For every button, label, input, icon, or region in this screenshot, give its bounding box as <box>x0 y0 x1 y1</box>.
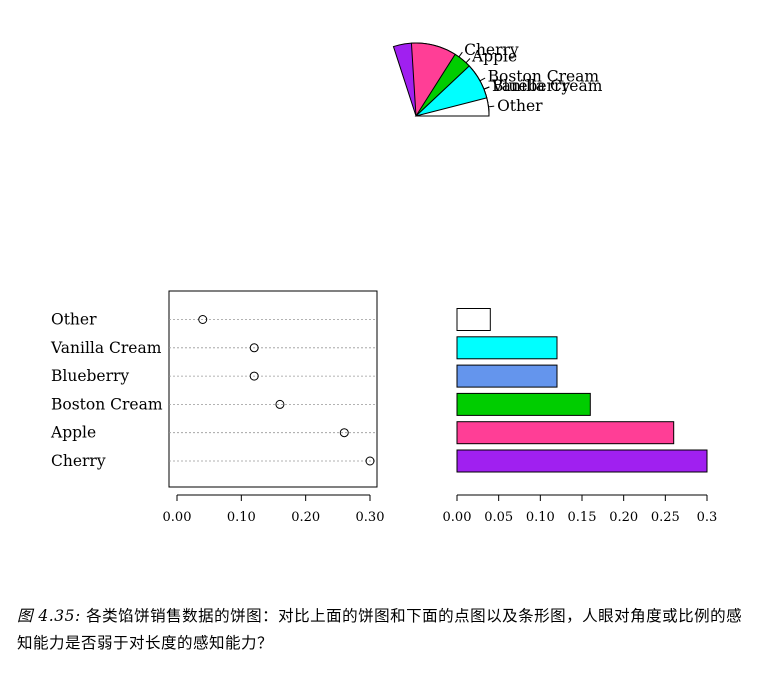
bar-boston-cream <box>456 392 591 416</box>
dot-x-tick-label: 0.30 <box>356 510 385 525</box>
dot-category-label-vanilla-cream: Vanilla Cream <box>50 339 162 357</box>
pie-label-cherry: Cherry <box>464 41 519 59</box>
pie-label-blueberry: Blueberry <box>492 77 570 95</box>
bar-x-tick-label: 0.00 <box>443 510 472 525</box>
bar-blueberry <box>456 364 558 388</box>
dot-category-label-apple: Apple <box>50 424 96 442</box>
dot-point-other <box>198 315 208 324</box>
bar-apple <box>456 421 675 445</box>
dot-point-cherry <box>365 456 375 466</box>
bar-x-tick-label: 0.20 <box>609 510 638 525</box>
dot-point-apple <box>339 428 349 438</box>
pie-leader-other <box>488 105 495 108</box>
dot-point-boston-cream <box>275 399 285 409</box>
pie-label-vanilla-cream: Vanilla Cream <box>491 77 603 95</box>
bar-chart: 0.00 0.05 0.10 0.15 0.20 0.25 0.3 <box>443 308 718 525</box>
pie-leader-apple <box>465 58 471 64</box>
bar-x-tick-label: 0.3 <box>697 510 718 525</box>
caption-number: 图 4.35: <box>17 607 81 625</box>
pie-leader-boston-cream <box>479 77 486 82</box>
dot-point-vanilla-cream <box>249 343 259 353</box>
dot-chart: Cherry Apple Boston Cream Blueberry Vanilla … <box>50 290 385 525</box>
bar-vanilla-cream <box>456 336 558 360</box>
pie-leader-cherry <box>458 51 463 58</box>
dot-point-blueberry <box>249 371 259 381</box>
figure-caption: 图 4.35: 各类馅饼销售数据的饼图：对比上面的饼图和下面的点图以及条形图，人… <box>17 603 747 657</box>
dot-chart-frame <box>168 290 378 488</box>
caption-text: 各类馅饼销售数据的饼图：对比上面的饼图和下面的点图以及条形图，人眼对角度或比例的… <box>17 607 743 652</box>
pie-label-apple: Apple <box>471 47 517 65</box>
bar-x-tick-label: 0.05 <box>484 510 513 525</box>
dot-category-label-cherry: Cherry <box>51 452 106 470</box>
bar-other <box>456 308 491 331</box>
pie-label-boston-cream: Boston Cream <box>488 68 600 86</box>
dot-category-label-other: Other <box>51 311 97 329</box>
bar-cherry <box>456 449 708 473</box>
bar-x-tick-label: 0.25 <box>651 510 680 525</box>
dot-category-label-blueberry: Blueberry <box>51 367 129 385</box>
dot-x-tick-label: 0.10 <box>227 510 256 525</box>
dot-x-tick-label: 0.00 <box>163 510 192 525</box>
bar-x-tick-label: 0.15 <box>568 510 597 525</box>
pie-leader-vanilla-cream <box>483 86 490 90</box>
bar-x-tick-label: 0.10 <box>526 510 555 525</box>
dot-x-tick-label: 0.20 <box>291 510 320 525</box>
pie-label-other: Other <box>497 97 543 115</box>
dot-category-label-boston-cream: Boston Cream <box>51 395 163 413</box>
